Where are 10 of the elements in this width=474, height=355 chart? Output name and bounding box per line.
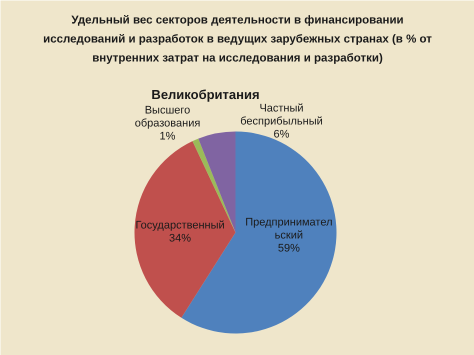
data-label: 6% — [274, 128, 290, 140]
data-label: 34% — [169, 232, 192, 244]
slice-label: Частный бесприбыльный — [240, 102, 323, 128]
data-label: 59% — [278, 242, 300, 254]
slice-label: Государственный — [135, 219, 225, 232]
slice-label: Предпринимательский — [245, 216, 332, 242]
chart-subtitle: Великобритания — [151, 87, 260, 102]
chart-title: Удельный вес секторов деятельности в финансировании исследований и разработок в ведущих зарубежных странах (в % от внутренних затрат на исследования и разработки) — [43, 14, 432, 64]
data-label: 1% — [160, 130, 176, 142]
slice-label: Высшего образования — [134, 104, 200, 130]
